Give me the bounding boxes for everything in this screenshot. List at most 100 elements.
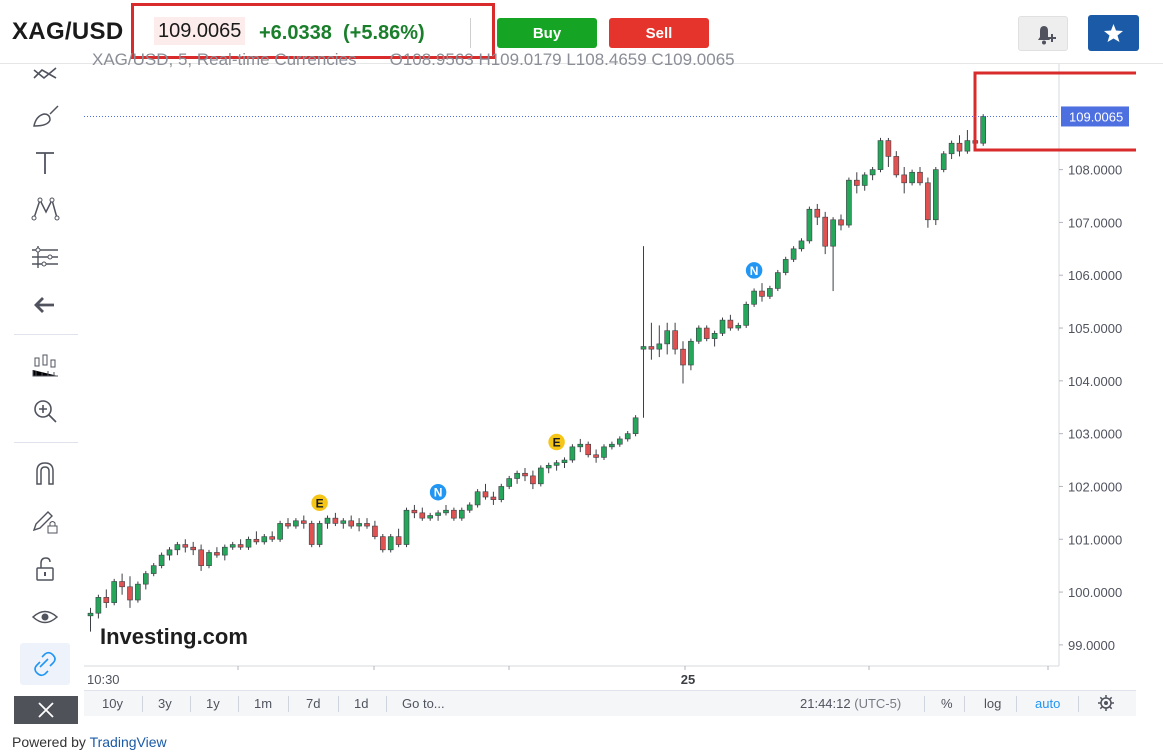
candle-body (648, 346, 655, 350)
candle-body (372, 525, 378, 537)
candle (885, 137, 892, 167)
candle-body (474, 491, 481, 506)
watchlist-button[interactable] (1088, 15, 1139, 51)
goto-button[interactable]: Go to... (402, 696, 445, 711)
tradingview-link[interactable]: TradingView (89, 734, 167, 750)
candle (522, 467, 528, 482)
candle (869, 166, 876, 181)
zoom-in-icon (34, 400, 57, 423)
sell-button[interactable]: Sell (609, 18, 709, 48)
candle (624, 431, 631, 442)
legend-title: XAG/USD, 5, Real-time Currencies (92, 50, 357, 69)
range-7d-button[interactable]: 7d (306, 696, 321, 711)
lock-drawing-icon (32, 511, 58, 534)
candle (119, 573, 125, 595)
visibility-tool[interactable] (20, 596, 70, 638)
candle-body (222, 546, 228, 556)
magnet-tool[interactable] (20, 452, 70, 494)
range-3y-button[interactable]: 3y (158, 696, 172, 711)
zoom-tool[interactable] (20, 390, 70, 432)
candle (656, 325, 663, 358)
buy-button[interactable]: Buy (497, 18, 597, 48)
candle (648, 322, 655, 360)
candle-body (767, 288, 773, 297)
price-tick-label: 106.0000 (1068, 268, 1122, 283)
gear-icon (1098, 695, 1114, 711)
candle-body (561, 459, 568, 463)
time-axis[interactable]: 10:30 25 (87, 666, 1049, 687)
chart-legend: XAG/USD, 5, Real-time Currencies O108.95… (92, 50, 735, 70)
candle (601, 444, 607, 461)
candle-body (332, 517, 339, 524)
timezone-button[interactable]: (UTC-5) (854, 696, 902, 711)
lock-drawing-tool[interactable] (20, 500, 70, 542)
candle-body (680, 348, 686, 366)
unlock-tool[interactable] (20, 548, 70, 590)
candle (293, 518, 299, 529)
price-tick-label: 108.0000 (1068, 163, 1122, 178)
candle-body (135, 583, 141, 601)
candle (877, 137, 884, 173)
text-tool[interactable] (20, 142, 70, 184)
candle-body (861, 174, 868, 186)
indicators-tool[interactable] (20, 344, 70, 386)
auto-scale-button[interactable]: auto (1035, 696, 1061, 711)
candle-body (214, 552, 220, 556)
investing-watermark: Investing.com (100, 624, 248, 649)
candle-body (830, 219, 836, 247)
price-chart[interactable]: E N E N 109.0065 108.0000 107.0000 106.0000 105… (84, 64, 1136, 690)
crosshair-lines-icon (33, 67, 57, 80)
price-axis[interactable]: 109.0065 108.0000 107.0000 106.0000 105.0000… (1059, 106, 1129, 653)
candle (190, 541, 196, 556)
bottom-divider (142, 696, 143, 712)
last-price-label: 109.0065 (1069, 109, 1123, 124)
candle (632, 415, 639, 437)
link-tool[interactable] (20, 643, 70, 685)
candle-body (893, 156, 900, 176)
candle-body (458, 509, 465, 519)
candle-body (601, 446, 607, 458)
candle-body (593, 454, 599, 458)
log-scale-button[interactable]: log (984, 696, 1002, 711)
candle (830, 217, 836, 292)
brush-tool[interactable] (20, 96, 70, 138)
event-marker-label: N (434, 486, 443, 500)
settings-button[interactable] (1097, 694, 1115, 715)
candle-body (695, 327, 702, 342)
candle-body (885, 140, 892, 157)
measure-tool[interactable] (20, 236, 70, 278)
pattern-tool[interactable] (20, 188, 70, 230)
candle (411, 504, 418, 519)
candle (774, 269, 781, 292)
candle (142, 570, 149, 590)
candle-body (182, 544, 189, 548)
bell-plus-icon (1038, 26, 1056, 45)
measure-icon (32, 246, 58, 268)
candle-body (427, 515, 434, 519)
range-1m-button[interactable]: 1m (254, 696, 273, 711)
event-marker[interactable]: N (428, 482, 448, 502)
bottom-divider (386, 696, 387, 712)
legend-ohlc: O108.9563 H109.0179 L108.4659 C109.0065 (389, 50, 735, 69)
candle-body (482, 491, 489, 498)
event-marker[interactable]: E (546, 432, 567, 452)
candle-body (814, 208, 821, 218)
range-1y-button[interactable]: 1y (206, 696, 220, 711)
event-marker[interactable]: E (309, 493, 330, 513)
candle-body (245, 538, 252, 548)
candle-body (419, 512, 426, 519)
bottom-divider (1078, 696, 1079, 712)
event-marker[interactable]: N (744, 260, 764, 281)
back-tool[interactable] (20, 284, 70, 326)
range-1d-button[interactable]: 1d (354, 696, 369, 711)
close-toolbar-button[interactable] (14, 696, 78, 724)
add-alert-button[interactable] (1018, 16, 1068, 51)
time-tick-label: 10:30 (87, 672, 120, 687)
crosshair-lines-tool[interactable] (20, 50, 70, 92)
bottom-divider (288, 696, 289, 712)
candle (474, 489, 481, 508)
range-10y-button[interactable]: 10y (102, 696, 123, 711)
candle-body (324, 517, 331, 524)
candle-body (790, 248, 797, 260)
percent-scale-button[interactable]: % (941, 696, 953, 711)
